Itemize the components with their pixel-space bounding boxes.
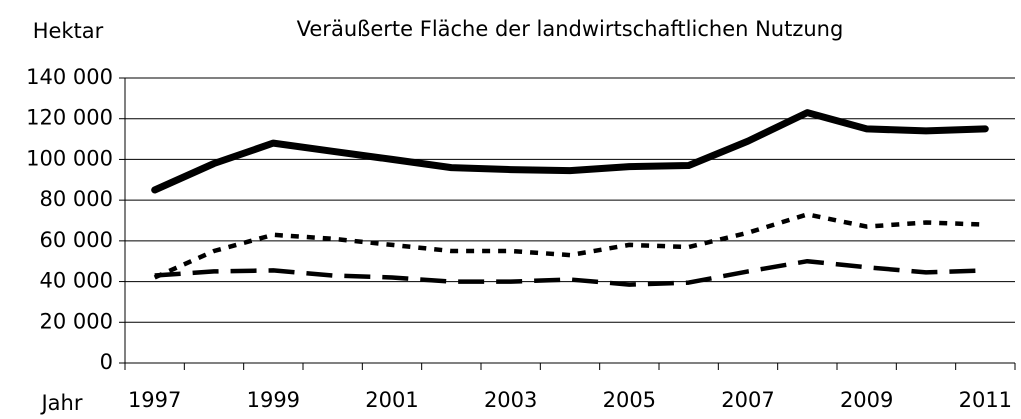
- y-tick-label: 140 000: [26, 65, 113, 89]
- y-tick-label: 120 000: [26, 106, 113, 130]
- y-tick-label: 80 000: [40, 187, 113, 211]
- x-tick-label: 2009: [840, 388, 893, 412]
- y-tick-label: 20 000: [40, 309, 113, 333]
- x-axis-label: Jahr: [39, 391, 82, 415]
- y-tick-label: 60 000: [40, 228, 113, 252]
- x-tick-label: 2005: [603, 388, 656, 412]
- x-tick-label: 1997: [128, 388, 181, 412]
- x-tick-label: 2001: [365, 388, 418, 412]
- series-line: [154, 258, 986, 287]
- chart-title: Veräußerte Fläche der landwirtschaftlich…: [297, 17, 844, 41]
- x-tick-label: 2007: [721, 388, 774, 412]
- series-line: [153, 212, 986, 280]
- x-tick-label: 1999: [247, 388, 300, 412]
- y-axis-label: Hektar: [33, 19, 104, 43]
- series-line: [151, 109, 989, 194]
- y-tick-label: 0: [100, 350, 113, 374]
- y-tick-label: 40 000: [40, 269, 113, 293]
- x-tick-label: 2011: [959, 388, 1012, 412]
- x-tick-label: 2003: [484, 388, 537, 412]
- y-tick-label: 100 000: [26, 146, 113, 170]
